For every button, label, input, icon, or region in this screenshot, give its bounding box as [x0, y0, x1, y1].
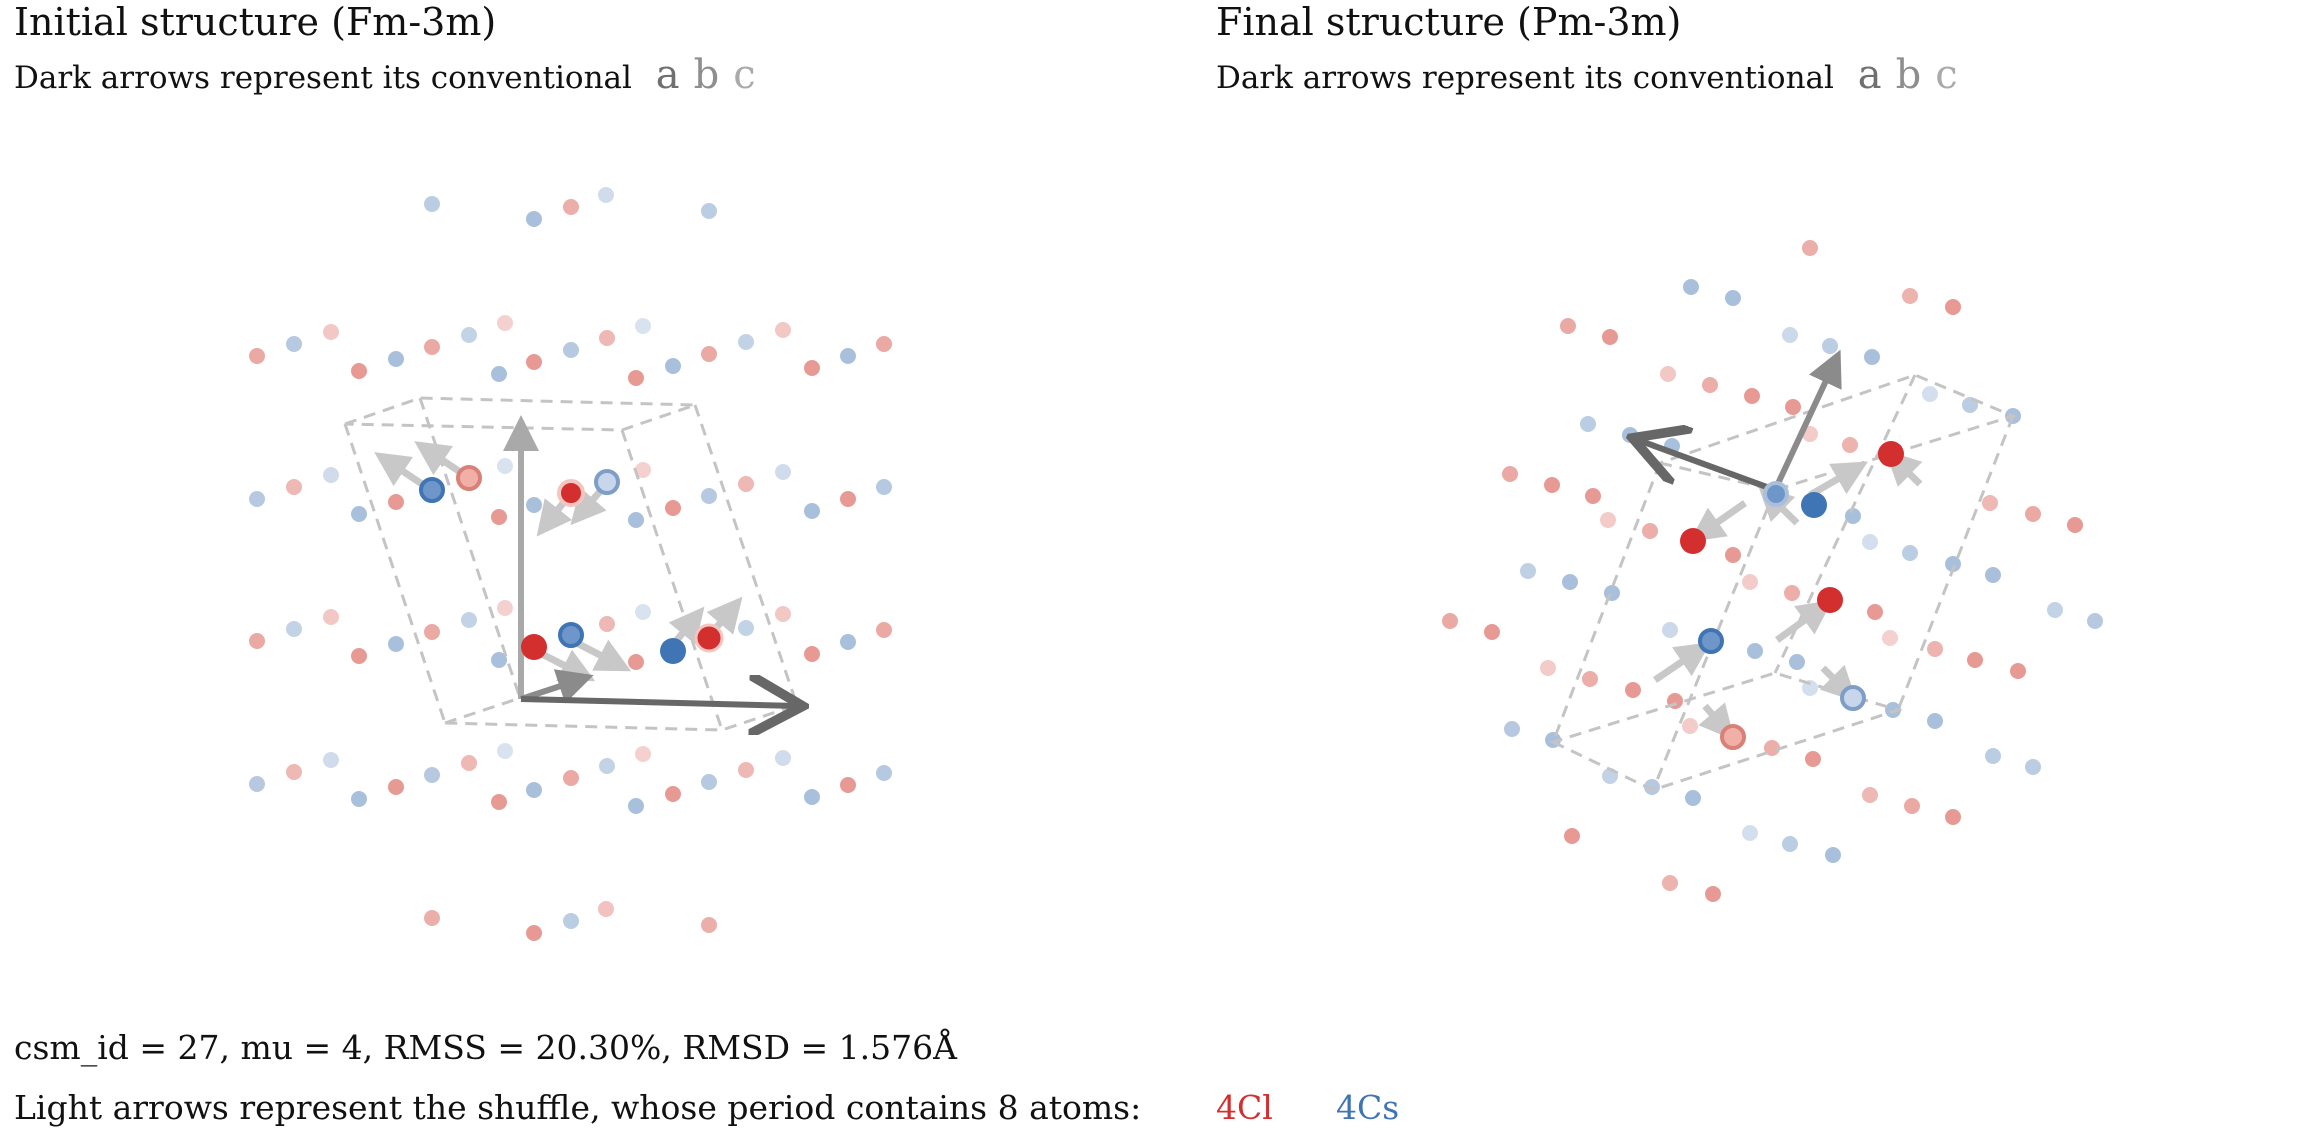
left-axis-c-label: c [733, 52, 756, 98]
stats-line: csm_id = 27, mu = 4, RMSS = 20.30%, RMSD… [14, 1028, 957, 1067]
left-panel-title: Initial structure (Fm-3m) [14, 0, 497, 44]
left-structure [249, 187, 892, 941]
left-background-atoms [249, 187, 892, 941]
left-period-atoms [419, 465, 724, 664]
right-unit-cell [1548, 373, 2018, 792]
shuffle-description: Light arrows represent the shuffle, whos… [14, 1088, 1142, 1127]
right-subtitle-text: Dark arrows represent its conventional [1216, 60, 1834, 96]
left-basis-vectors [503, 415, 797, 706]
right-background-atoms [1442, 240, 2103, 902]
right-axis-a-label: a [1857, 52, 1882, 98]
legend-cl: 4Cl [1216, 1088, 1273, 1127]
left-panel-subtitle: Dark arrows represent its conventional a… [14, 55, 770, 97]
right-panel-title: Final structure (Pm-3m) [1216, 0, 1682, 44]
right-axis-c-label: c [1935, 52, 1958, 98]
right-panel-subtitle: Dark arrows represent its conventional a… [1216, 55, 1972, 97]
right-structure [1442, 240, 2103, 902]
right-basis-vectors [1638, 349, 1842, 493]
left-subtitle-text: Dark arrows represent its conventional [14, 60, 632, 96]
left-axis-b-label: b [693, 52, 720, 98]
right-period-atoms [1680, 441, 1904, 750]
left-axis-a-label: a [655, 52, 680, 98]
legend-cs: 4Cs [1336, 1088, 1400, 1127]
right-axis-b-label: b [1895, 52, 1922, 98]
structure-diagrams [249, 187, 2103, 941]
